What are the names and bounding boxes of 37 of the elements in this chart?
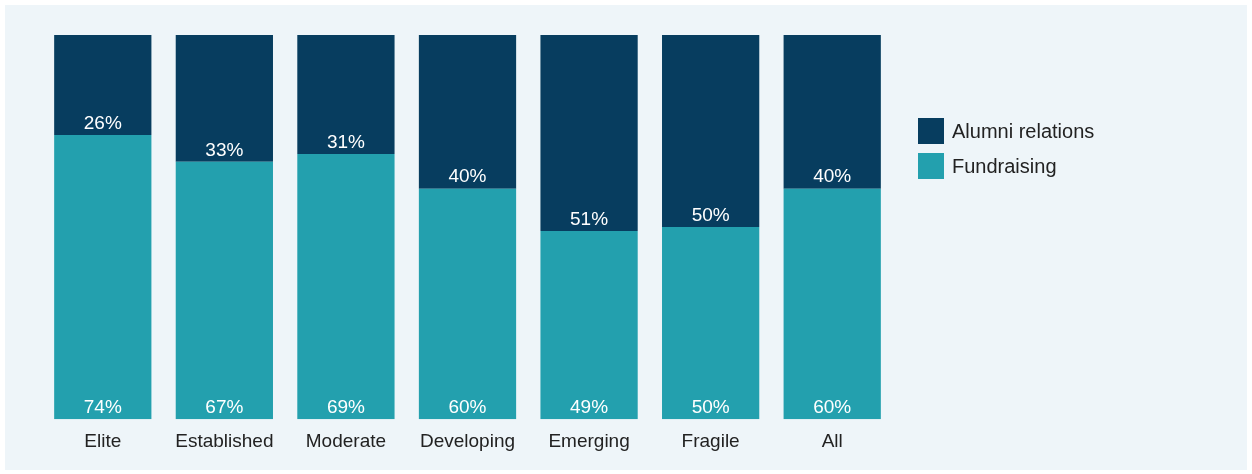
bar xyxy=(175,35,273,162)
x-tick-label: Developing xyxy=(419,429,516,451)
data-label: 49% xyxy=(570,395,609,417)
bar xyxy=(54,134,152,420)
x-tick-label: Emerging xyxy=(548,429,630,451)
bar xyxy=(783,188,881,420)
legend-label: Fundraising xyxy=(952,154,1057,178)
data-label: 31% xyxy=(326,130,366,152)
data-label: 33% xyxy=(205,138,244,160)
data-label: 69% xyxy=(326,395,366,417)
data-label: 60% xyxy=(813,395,852,417)
x-tick-label: Fragile xyxy=(681,429,740,451)
data-label: 74% xyxy=(83,395,122,417)
data-label: 60% xyxy=(448,395,487,417)
data-label: 51% xyxy=(570,207,609,229)
bar xyxy=(175,161,273,420)
x-tick-label: Established xyxy=(175,429,274,451)
data-label: 50% xyxy=(691,203,730,225)
bar xyxy=(783,35,881,189)
bar xyxy=(662,227,760,420)
bar xyxy=(297,35,395,155)
bar xyxy=(297,154,395,420)
data-label: 40% xyxy=(448,165,487,187)
bar xyxy=(418,35,517,189)
data-label: 40% xyxy=(813,165,852,187)
bar xyxy=(54,35,152,135)
data-label: 67% xyxy=(205,395,244,417)
x-tick-label: Moderate xyxy=(305,429,387,451)
data-label: 50% xyxy=(691,395,730,417)
x-tick-label: All xyxy=(821,429,843,451)
bar xyxy=(540,35,638,231)
data-label: 26% xyxy=(83,111,122,133)
x-tick-label: Elite xyxy=(84,429,122,451)
bar xyxy=(418,188,517,420)
bar xyxy=(662,35,760,228)
legend-label: Alumni relations xyxy=(952,119,1095,143)
bar xyxy=(540,230,638,420)
